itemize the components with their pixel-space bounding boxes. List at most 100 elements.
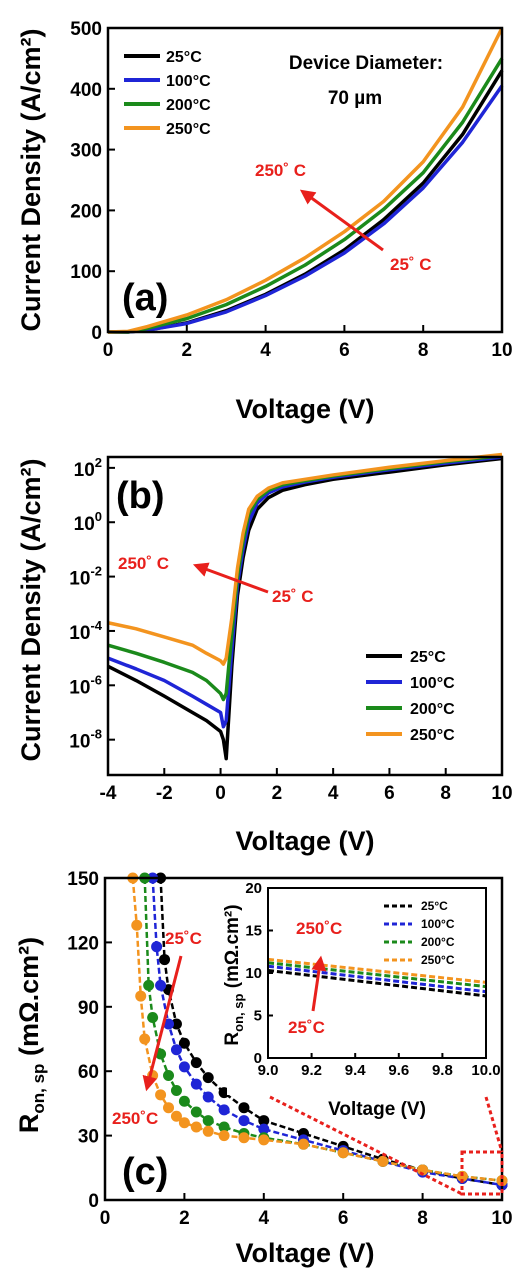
- panel-c-point-250c: [202, 1125, 214, 1137]
- panel-b-legend-250: 250°C: [410, 727, 455, 744]
- panel-b-ticks: -4 -2 0 2 4 6 8 10 102 100 10-2 10-4 10-6 10-8: [69, 455, 512, 804]
- inset-x-tick-label: 9.2: [301, 1062, 322, 1079]
- panel-c-point-25c: [178, 1037, 190, 1049]
- inset-series-25c: [267, 968, 487, 998]
- panel-c-x-tick-label: 8: [417, 1208, 428, 1229]
- panel-b-arrow-label-25: 25˚ C: [272, 587, 314, 606]
- panel-c-point-250c: [131, 919, 143, 931]
- panel-c-y-tick-label: 0: [88, 1191, 99, 1212]
- panel-c-point-250c: [135, 990, 147, 1002]
- panel-c-point-250c: [190, 1121, 202, 1133]
- panel-c-x-tick-label: 10: [491, 1208, 512, 1229]
- inset-y-tick-label: 15: [245, 923, 262, 940]
- panel-c-point-100c: [190, 1078, 202, 1090]
- panel-b-y-axis-label: Current Density (A/cm²): [16, 458, 46, 761]
- panel-c-point-25c: [190, 1057, 202, 1069]
- panel-c-point-25c: [218, 1087, 230, 1099]
- panel-c-y-axis-label: Ron, sp (mΩ.cm²): [14, 937, 48, 1133]
- panel-c-y-label-main: R: [14, 1114, 44, 1134]
- inset-y-label-sub: on, sp: [231, 994, 246, 1032]
- panel-c-y-tick-label: 90: [78, 998, 99, 1019]
- panel-c-x-tick-label: 0: [100, 1208, 111, 1229]
- panel-c-point-250c: [155, 1089, 167, 1101]
- panel-b-y-tick-label: 10-4: [69, 618, 102, 644]
- panel-a-x-tick-label: 10: [491, 340, 512, 361]
- panel-a-legend-200: 200°C: [166, 97, 211, 114]
- panel-c-x-axis-label: Voltage (V): [235, 1238, 374, 1268]
- panel-b-legend-200: 200°C: [410, 701, 455, 718]
- panel-c-point-25c: [258, 1115, 270, 1127]
- panel-c-point-25c: [202, 1072, 214, 1084]
- panel-c-plot-frame: [103, 876, 504, 1202]
- panel-c-zoom-line-left: [269, 1095, 463, 1196]
- inset-y-tick-label: 10: [245, 965, 262, 982]
- panel-a-x-tick-label: 0: [103, 340, 114, 361]
- panel-a-series-group: [107, 27, 504, 334]
- panel-a-y-tick-label: 200: [70, 201, 102, 222]
- panel-b-temperature-arrow: [192, 562, 269, 594]
- panel-c-point-200c: [218, 1121, 230, 1133]
- panel-c-point-200c: [163, 1069, 175, 1081]
- panel-c-point-250c: [377, 1155, 389, 1167]
- panel-c-point-100c: [178, 1061, 190, 1073]
- panel-c-y-label-unit: (mΩ.cm²): [14, 937, 44, 1064]
- panel-c-zoom-line-right: [484, 1096, 504, 1153]
- panel-b-x-tick-label: 6: [384, 783, 395, 804]
- panel-a-device-note-line1: Device Diameter:: [289, 53, 443, 74]
- panel-b-legend-25: 25°C: [410, 649, 446, 666]
- panel-c-y-tick-label: 30: [78, 1127, 99, 1148]
- panel-c-point-25c: [238, 1102, 250, 1114]
- panel-c-point-250c: [337, 1147, 349, 1159]
- inset-series-250c: [267, 957, 487, 984]
- inset-x-axis-label: Voltage (V): [328, 1099, 426, 1120]
- panel-c-point-200c: [170, 1085, 182, 1097]
- panel-a-y-tick-label: 300: [70, 141, 102, 162]
- panel-b-x-tick-label: 10: [491, 783, 512, 804]
- inset-legend-25: 25°C: [421, 899, 448, 913]
- panel-c-label: (c): [122, 1151, 168, 1193]
- inset-y-axis-label: Ron, sp (mΩ.cm²): [222, 904, 246, 1045]
- panel-c-point-250c: [417, 1164, 429, 1176]
- panel-b-y-tick-label: 10-8: [69, 727, 102, 753]
- panel-a-label: (a): [122, 277, 168, 319]
- panel-c-point-200c: [202, 1115, 214, 1127]
- panel-c-point-100c: [238, 1115, 250, 1127]
- panel-a-x-tick-label: 8: [418, 340, 429, 361]
- panel-a-y-tick-label: 500: [70, 19, 102, 40]
- panel-c-point-200c: [190, 1106, 202, 1118]
- panel-c-point-250c: [258, 1134, 270, 1146]
- panel-a-arrow-label-250: 250˚ C: [255, 161, 306, 180]
- panel-b-series-250c: [107, 452, 503, 666]
- panel-c-point-100c: [258, 1123, 270, 1135]
- panel-a-plot-frame: [106, 26, 504, 334]
- panel-c-x-tick-label: 4: [259, 1208, 270, 1229]
- panel-b-x-tick-label: 0: [215, 783, 226, 804]
- panel-a-x-tick-label: 2: [182, 340, 193, 361]
- inset-legend-200: 200°C: [421, 935, 455, 949]
- panel-c-point-250c: [163, 1102, 175, 1114]
- inset-y-tick-label: 0: [254, 1050, 262, 1067]
- panel-c-point-250c: [456, 1170, 468, 1182]
- panel-c-point-100c: [202, 1091, 214, 1103]
- inset-x-tick-label: 9.6: [388, 1062, 409, 1079]
- inset-x-tick-label: 10.0: [471, 1062, 500, 1079]
- panel-c-temperature-arrow: [142, 955, 183, 1092]
- panel-b-x-tick-label: 4: [328, 783, 339, 804]
- panel-b-legend-100: 100°C: [410, 675, 455, 692]
- panel-c-arrow-label-25: 25˚C: [165, 929, 202, 948]
- panel-b-x-tick-label: 8: [440, 783, 451, 804]
- panel-a-legend-250: 250°C: [166, 121, 211, 138]
- panel-c-point-250c: [178, 1117, 190, 1129]
- inset-y-label-main: R: [222, 1032, 243, 1046]
- panel-b-y-tick-label: 100: [74, 509, 102, 535]
- inset-legend-100: 100°C: [421, 917, 455, 931]
- panel-c-series-group: [127, 872, 508, 1191]
- panel-b-legend: 25°C 100°C 200°C 250°C: [366, 649, 455, 744]
- inset-x-tick-label: 9.4: [345, 1062, 367, 1079]
- panel-b-y-tick-label: 10-2: [69, 564, 102, 590]
- panel-b-x-axis-label: Voltage (V): [235, 826, 374, 856]
- panel-c-x-tick-label: 6: [338, 1208, 349, 1229]
- panel-c-point-25c: [159, 954, 171, 966]
- panel-c-series-250c-line: [131, 877, 503, 1182]
